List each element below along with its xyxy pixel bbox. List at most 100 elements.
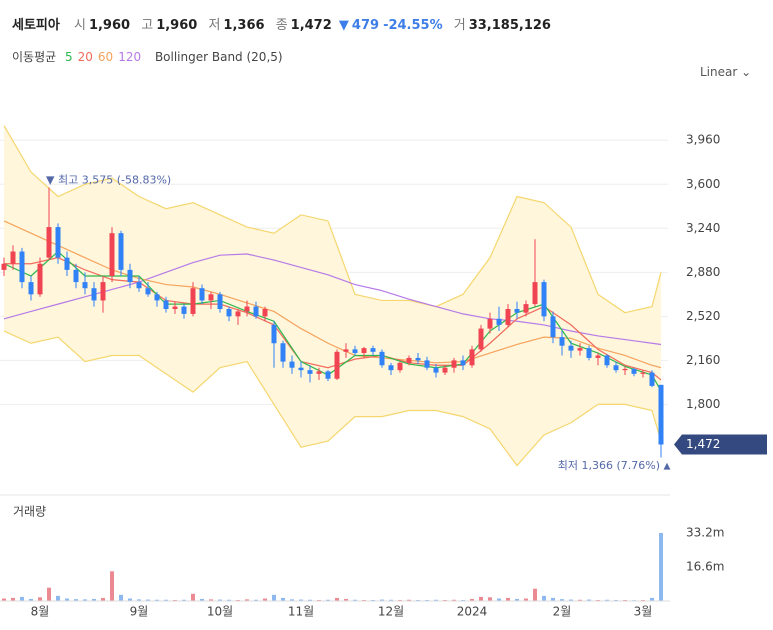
field-value: 1,472 <box>290 18 332 33</box>
volume-label: 거 <box>453 18 466 33</box>
volume-bar <box>191 593 195 601</box>
candle-body <box>406 357 412 363</box>
candle-body <box>433 367 439 373</box>
candle-body <box>118 233 124 270</box>
volume-bar <box>389 599 393 601</box>
candle-body <box>100 282 106 301</box>
ma-line <box>3 250 662 392</box>
volume-bar <box>542 595 546 601</box>
candle-body <box>64 257 70 270</box>
candle-body <box>577 348 583 351</box>
candle-body <box>415 357 421 361</box>
volume-bar <box>443 599 447 601</box>
volume-bar <box>497 598 501 601</box>
y-tick-label: 3,600 <box>686 177 720 191</box>
annotation-part: (7.76%) <box>616 459 660 472</box>
legend-entry: 120 <box>118 50 142 64</box>
candle-body <box>172 306 178 310</box>
candle-body <box>568 345 574 351</box>
volume-bar <box>650 597 654 601</box>
low-marker: ▲ <box>664 462 671 472</box>
field-label: 고 <box>141 18 154 33</box>
candle-body <box>343 349 349 352</box>
ma-line <box>4 257 662 381</box>
candle-body <box>658 384 664 445</box>
annotation-part: 최고 <box>58 173 78 186</box>
volume-bar <box>371 599 375 601</box>
candle-body <box>145 288 151 295</box>
volume-bar <box>272 594 276 601</box>
candle-body <box>478 328 484 350</box>
volume-bar <box>137 599 141 601</box>
x-tick-label: 10월 <box>207 605 233 619</box>
candle-body <box>217 294 223 310</box>
volume-bar <box>425 599 429 601</box>
candle-body <box>325 371 331 379</box>
band-area <box>4 125 661 466</box>
x-tick-label: 8월 <box>31 605 50 619</box>
x-tick-label: 2월 <box>553 605 572 619</box>
volume-bar <box>281 597 285 601</box>
volume-bar <box>407 599 411 601</box>
scale-button[interactable]: Linear ⌄ <box>700 65 752 79</box>
field-value: 1,960 <box>88 18 131 33</box>
volume-bar <box>101 597 105 601</box>
volume-title: 거래량 <box>13 505 46 519</box>
volume-bar <box>461 599 465 601</box>
volume-bar <box>2 598 6 601</box>
volume-value: 33,185,126 <box>468 18 551 33</box>
candle-body <box>1 263 7 270</box>
volume-bar <box>47 587 51 601</box>
last-price-label: 1,472 <box>686 437 720 451</box>
volume-bar <box>65 598 69 601</box>
candle-body <box>361 348 367 354</box>
candle-body <box>154 294 160 301</box>
volume-bar <box>74 599 78 601</box>
candle-body <box>199 288 205 301</box>
candle-body <box>514 309 520 313</box>
candle-body <box>46 227 52 258</box>
volume-bar <box>551 597 555 601</box>
annotation-part: (-58.83%) <box>117 173 172 186</box>
candle-body <box>28 282 34 295</box>
candle-body <box>262 309 268 317</box>
volume-bar <box>29 598 33 601</box>
volume-bar <box>110 571 114 601</box>
volume-bar <box>227 599 231 601</box>
change-pct: -24.55% <box>383 18 443 33</box>
candle-body <box>181 306 187 314</box>
volume-bar <box>524 598 528 601</box>
volume-bar <box>380 599 384 601</box>
candle-body <box>334 351 340 379</box>
candle-body <box>397 362 403 371</box>
candle-body <box>208 294 214 301</box>
volume-bar <box>452 599 456 601</box>
volume-bar <box>254 599 258 601</box>
candle-body <box>10 251 16 264</box>
volume-bar <box>245 599 249 601</box>
candle-body <box>127 269 133 283</box>
candle-body <box>460 360 466 366</box>
candle-body <box>559 337 565 346</box>
candle-body <box>622 368 628 371</box>
candle-body <box>505 309 511 325</box>
legend-entry: 5 <box>65 50 73 64</box>
volume-bar <box>38 597 42 601</box>
field-label: 저 <box>208 18 221 33</box>
x-tick-label: 9월 <box>130 605 149 619</box>
candle-body <box>532 282 538 305</box>
candle-body <box>613 365 619 371</box>
volume-bar <box>83 599 87 601</box>
volume-bar <box>119 594 123 601</box>
volume-bar <box>11 597 15 601</box>
candle-body <box>307 370 313 374</box>
x-tick-label: 12월 <box>378 605 404 619</box>
volume-bar <box>173 599 177 601</box>
candle-body <box>442 367 448 373</box>
volume-tick-label: 16.6m <box>686 559 724 573</box>
x-tick-label: 3월 <box>634 605 653 619</box>
legend: 이동평균 5 20 60 120 Bollinger Band (20,5) <box>12 48 288 65</box>
x-tick-label: 2024 <box>457 605 488 619</box>
legend-entry: 20 <box>77 50 93 64</box>
